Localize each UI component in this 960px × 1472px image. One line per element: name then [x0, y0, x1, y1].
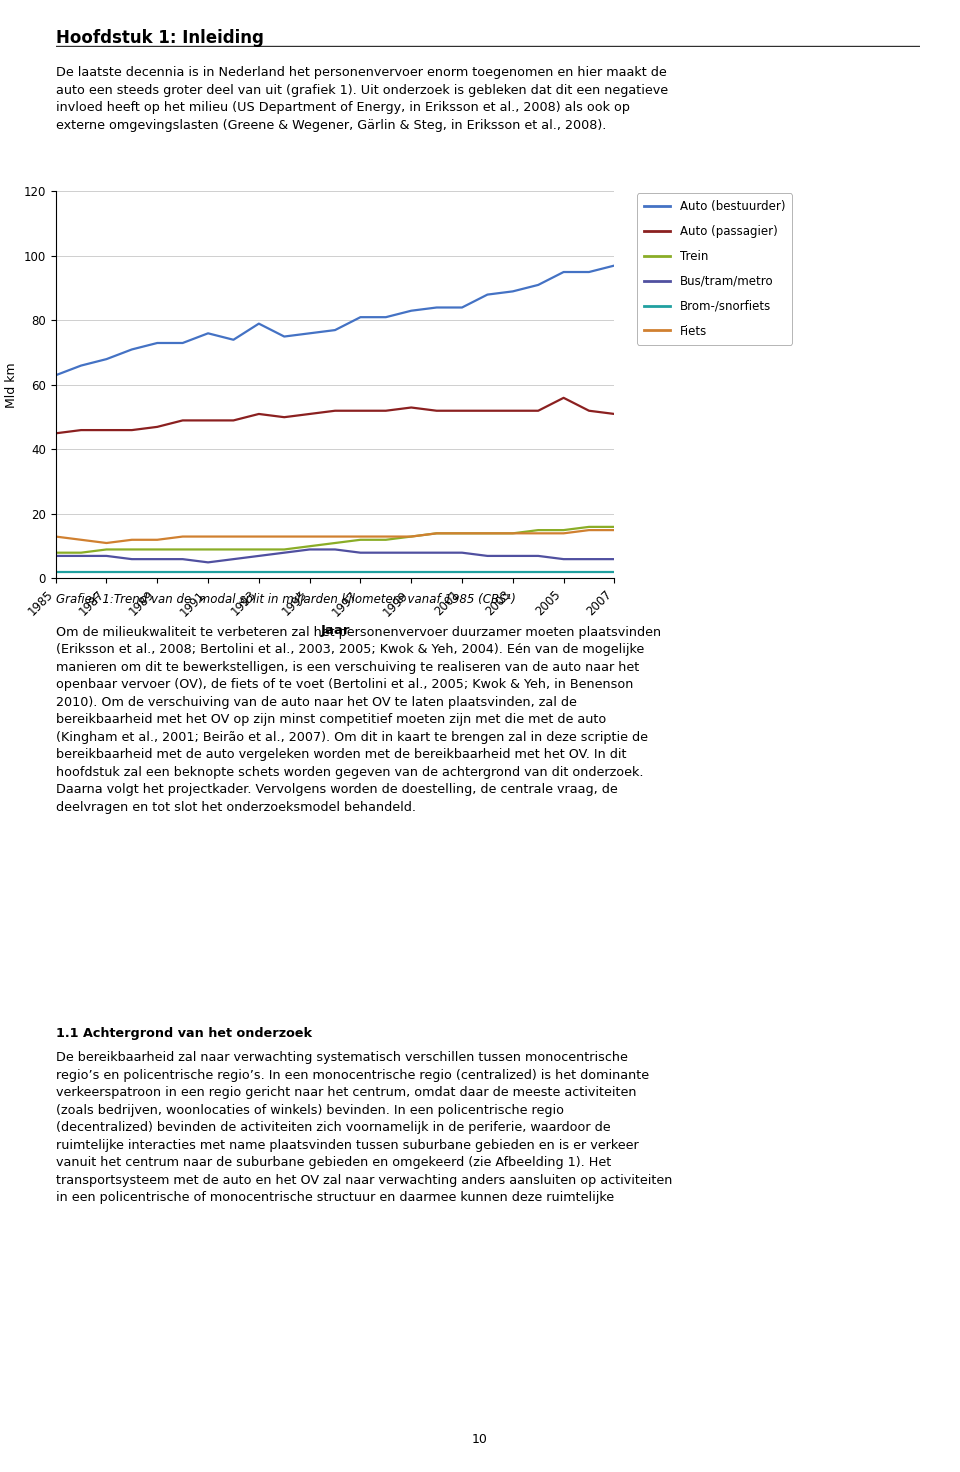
Text: Hoofdstuk 1: Inleiding: Hoofdstuk 1: Inleiding: [56, 29, 264, 47]
Text: Om de milieukwaliteit te verbeteren zal het personenvervoer duurzamer moeten pla: Om de milieukwaliteit te verbeteren zal …: [56, 626, 660, 814]
Text: Grafiek 1:Trend van de  modal split in miljarden kilometers vanaf 1985 (CBS¹): Grafiek 1:Trend van de modal split in mi…: [56, 593, 516, 606]
Text: 10: 10: [472, 1432, 488, 1446]
Y-axis label: Mld km: Mld km: [5, 362, 18, 408]
Text: De laatste decennia is in Nederland het personenvervoer enorm toegenomen en hier: De laatste decennia is in Nederland het …: [56, 66, 668, 131]
Text: 1.1 Achtergrond van het onderzoek: 1.1 Achtergrond van het onderzoek: [56, 1027, 312, 1041]
Legend: Auto (bestuurder), Auto (passagier), Trein, Bus/tram/metro, Brom-/snorfiets, Fie: Auto (bestuurder), Auto (passagier), Tre…: [637, 193, 792, 344]
X-axis label: Jaar: Jaar: [321, 624, 349, 637]
Text: De bereikbaarheid zal naar verwachting systematisch verschillen tussen monocentr: De bereikbaarheid zal naar verwachting s…: [56, 1051, 672, 1204]
